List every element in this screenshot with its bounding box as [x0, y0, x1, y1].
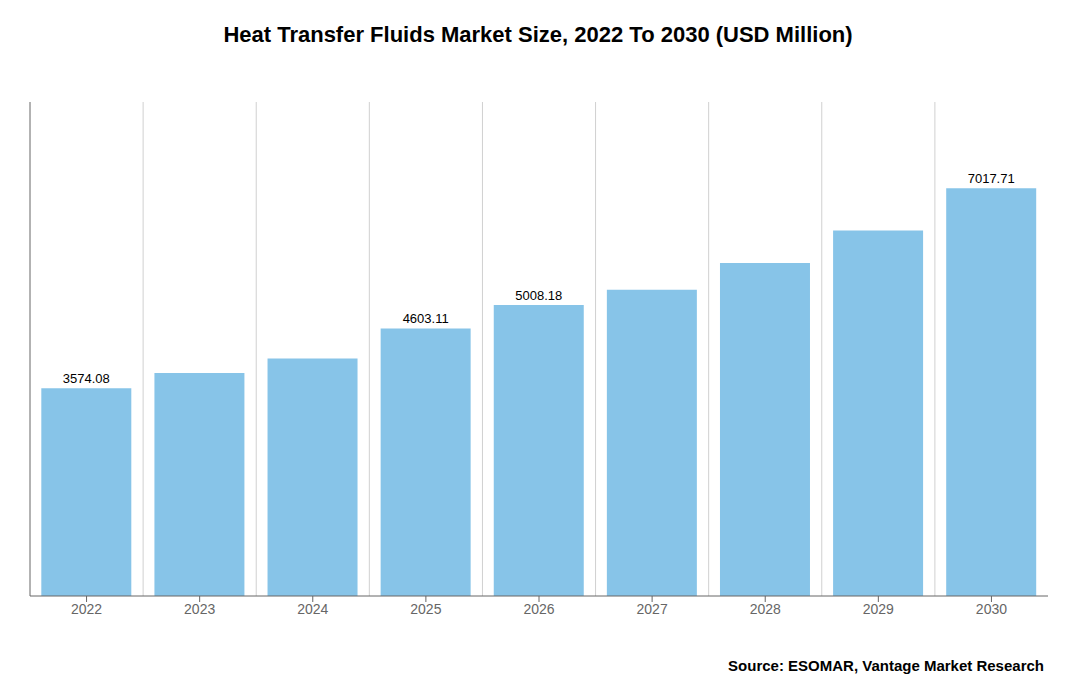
svg-text:7017.71: 7017.71 [968, 171, 1015, 186]
html-text:Source: ESOMAR, Vantage Market: Source: ESOMAR, Vantage Market Research [728, 657, 1044, 674]
svg-text:2024: 2024 [297, 601, 328, 617]
svg-text:2026: 2026 [523, 601, 554, 617]
svg-text:2023: 2023 [184, 601, 215, 617]
svg-text:2028: 2028 [750, 601, 781, 617]
html-text:Heat Transfer Fluids Market Si: Heat Transfer Fluids Market Size, 2022 T… [223, 22, 853, 47]
svg-text:5008.18: 5008.18 [515, 288, 562, 303]
svg-text:3574.08: 3574.08 [63, 371, 110, 386]
svg-text:2025: 2025 [410, 601, 441, 617]
svg-text:2027: 2027 [637, 601, 668, 617]
svg-text:4603.11: 4603.11 [403, 311, 449, 326]
svg-text:2029: 2029 [863, 601, 894, 617]
svg-text:2022: 2022 [71, 601, 102, 617]
svg-text:2030: 2030 [976, 601, 1007, 617]
